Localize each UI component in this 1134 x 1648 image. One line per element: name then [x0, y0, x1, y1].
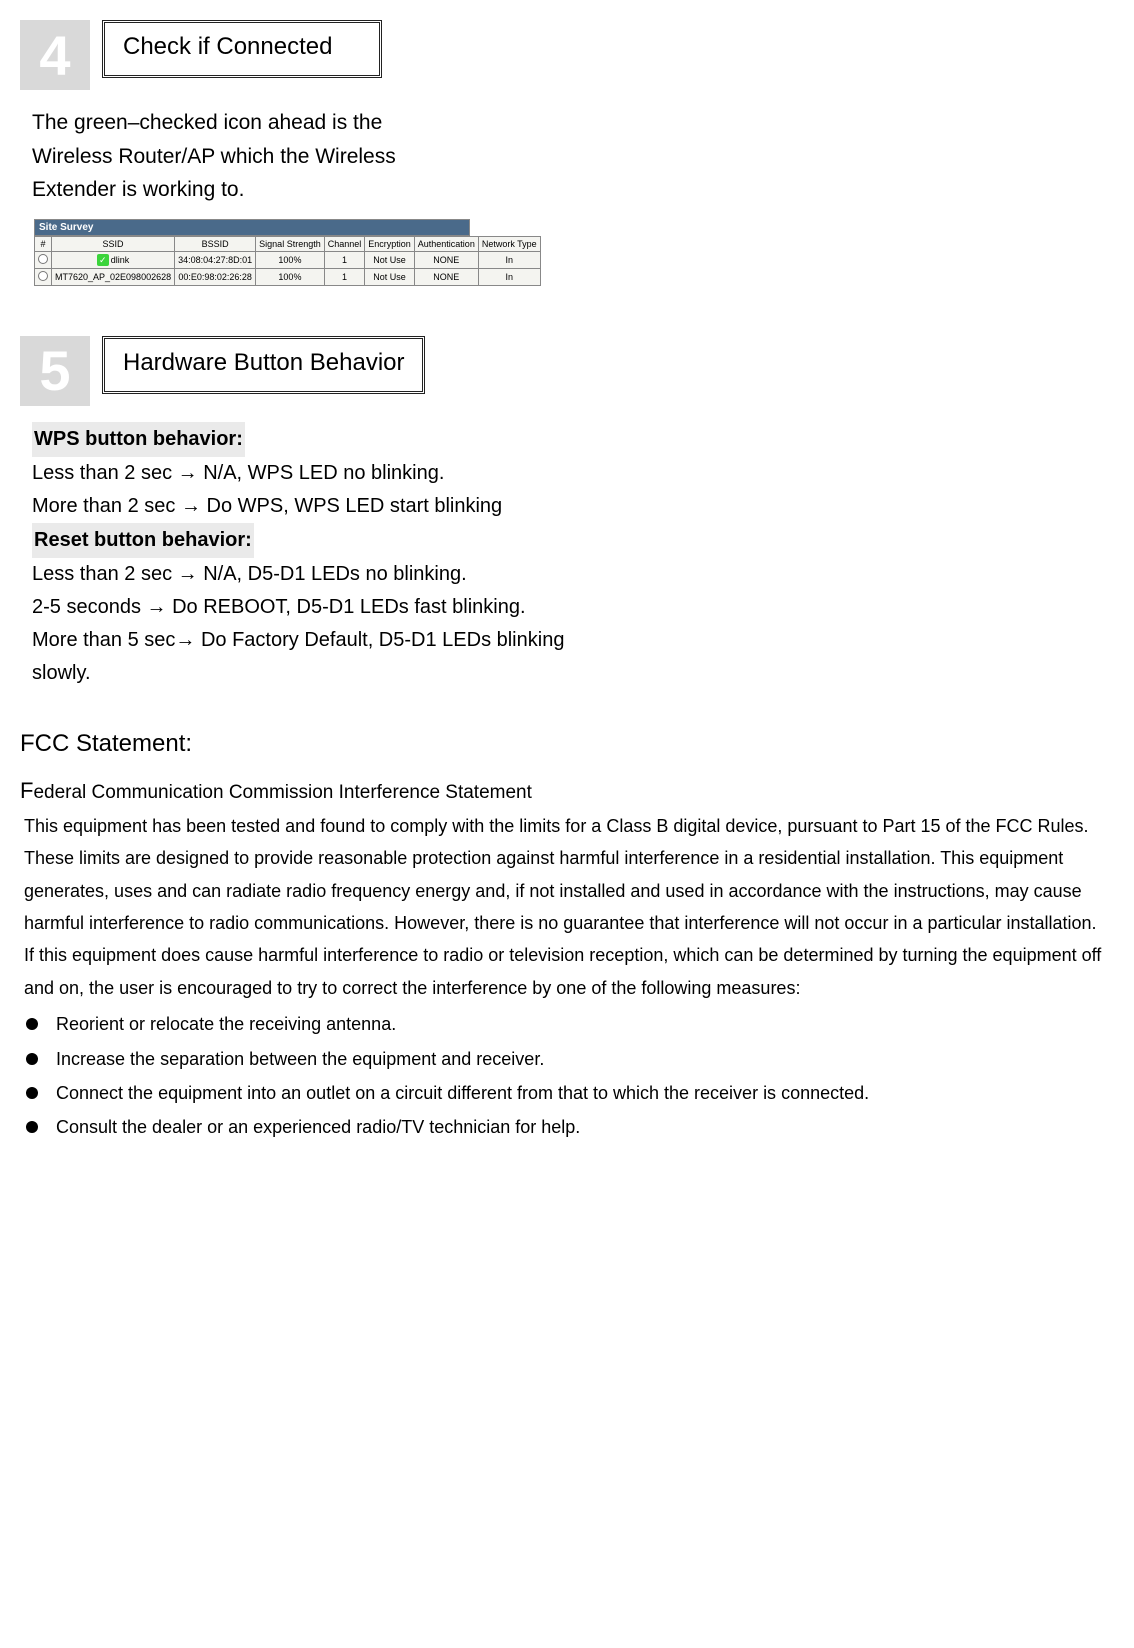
- reset-line1: Less than 2 sec → N/A, D5-D1 LEDs no bli…: [32, 558, 592, 591]
- check-icon: ✓: [97, 254, 109, 266]
- col-signal: Signal Strength: [256, 236, 325, 251]
- table-row[interactable]: ✓dlink34:08:04:27:8D:01100%1Not UseNONEI…: [35, 251, 541, 268]
- table-row[interactable]: MT7620_AP_02E09800262800:E0:98:02:26:281…: [35, 268, 541, 285]
- step4-header: 4 Check if Connected: [20, 20, 1114, 90]
- site-survey-table: # SSID BSSID Signal Strength Channel Enc…: [34, 236, 541, 286]
- step4-title: Check if Connected: [123, 33, 332, 61]
- reset-line3: More than 5 sec→ Do Factory Default, D5-…: [32, 624, 592, 690]
- row-channel: 1: [324, 268, 365, 285]
- col-auth: Authentication: [414, 236, 478, 251]
- fcc-heading: FCC Statement:: [20, 730, 1114, 758]
- list-item: Consult the dealer or an experienced rad…: [20, 1111, 1114, 1143]
- row-enc: Not Use: [365, 268, 415, 285]
- table-header-row: # SSID BSSID Signal Strength Channel Enc…: [35, 236, 541, 251]
- behavior-block: WPS button behavior: Less than 2 sec → N…: [32, 422, 592, 690]
- reset-line2: 2-5 seconds → Do REBOOT, D5-D1 LEDs fast…: [32, 591, 592, 624]
- fcc-sub-rest: ederal Communication Commission Interfer…: [33, 782, 531, 803]
- col-ssid: SSID: [52, 236, 175, 251]
- step4-intro: The green–checked icon ahead is the Wire…: [32, 106, 452, 207]
- bullet-text: Increase the separation between the equi…: [56, 1043, 544, 1075]
- site-survey: Site Survey # SSID BSSID Signal Strength…: [34, 219, 470, 286]
- bullet-icon: [26, 1121, 38, 1133]
- step5-badge: 5: [20, 336, 90, 406]
- step5-header: 5 Hardware Button Behavior: [20, 336, 1114, 406]
- list-item: Increase the separation between the equi…: [20, 1043, 1114, 1075]
- row-radio[interactable]: [35, 251, 52, 268]
- fcc-subheading: Federal Communication Commission Interfe…: [20, 778, 1114, 804]
- row-auth: NONE: [414, 268, 478, 285]
- col-encryption: Encryption: [365, 236, 415, 251]
- step4-badge: 4: [20, 20, 90, 90]
- step5-title-box: Hardware Button Behavior: [102, 336, 425, 394]
- row-bssid: 34:08:04:27:8D:01: [175, 251, 256, 268]
- col-hash: #: [35, 236, 52, 251]
- site-survey-title: Site Survey: [34, 219, 470, 236]
- wps-line1: Less than 2 sec → N/A, WPS LED no blinki…: [32, 457, 592, 490]
- col-bssid: BSSID: [175, 236, 256, 251]
- row-enc: Not Use: [365, 251, 415, 268]
- fcc-bullet-list: Reorient or relocate the receiving anten…: [20, 1008, 1114, 1144]
- row-channel: 1: [324, 251, 365, 268]
- bullet-icon: [26, 1053, 38, 1065]
- row-ssid: MT7620_AP_02E098002628: [52, 268, 175, 285]
- row-signal: 100%: [256, 251, 325, 268]
- wps-heading: WPS button behavior:: [32, 422, 245, 457]
- bullet-text: Consult the dealer or an experienced rad…: [56, 1111, 580, 1143]
- row-ntype: In: [478, 251, 540, 268]
- fcc-body: This equipment has been tested and found…: [24, 810, 1110, 1004]
- reset-heading: Reset button behavior:: [32, 523, 254, 558]
- row-ntype: In: [478, 268, 540, 285]
- list-item: Connect the equipment into an outlet on …: [20, 1077, 1114, 1109]
- bullet-icon: [26, 1087, 38, 1099]
- bullet-text: Reorient or relocate the receiving anten…: [56, 1008, 396, 1040]
- fcc-sub-first: F: [20, 778, 33, 803]
- row-radio[interactable]: [35, 268, 52, 285]
- row-auth: NONE: [414, 251, 478, 268]
- wps-line2: More than 2 sec → Do WPS, WPS LED start …: [32, 490, 592, 523]
- col-ntype: Network Type: [478, 236, 540, 251]
- bullet-icon: [26, 1018, 38, 1030]
- col-channel: Channel: [324, 236, 365, 251]
- bullet-text: Connect the equipment into an outlet on …: [56, 1077, 869, 1109]
- list-item: Reorient or relocate the receiving anten…: [20, 1008, 1114, 1040]
- step4-title-box: Check if Connected: [102, 20, 382, 78]
- row-signal: 100%: [256, 268, 325, 285]
- row-bssid: 00:E0:98:02:26:28: [175, 268, 256, 285]
- step5-title: Hardware Button Behavior: [123, 349, 404, 377]
- row-ssid: ✓dlink: [52, 251, 175, 268]
